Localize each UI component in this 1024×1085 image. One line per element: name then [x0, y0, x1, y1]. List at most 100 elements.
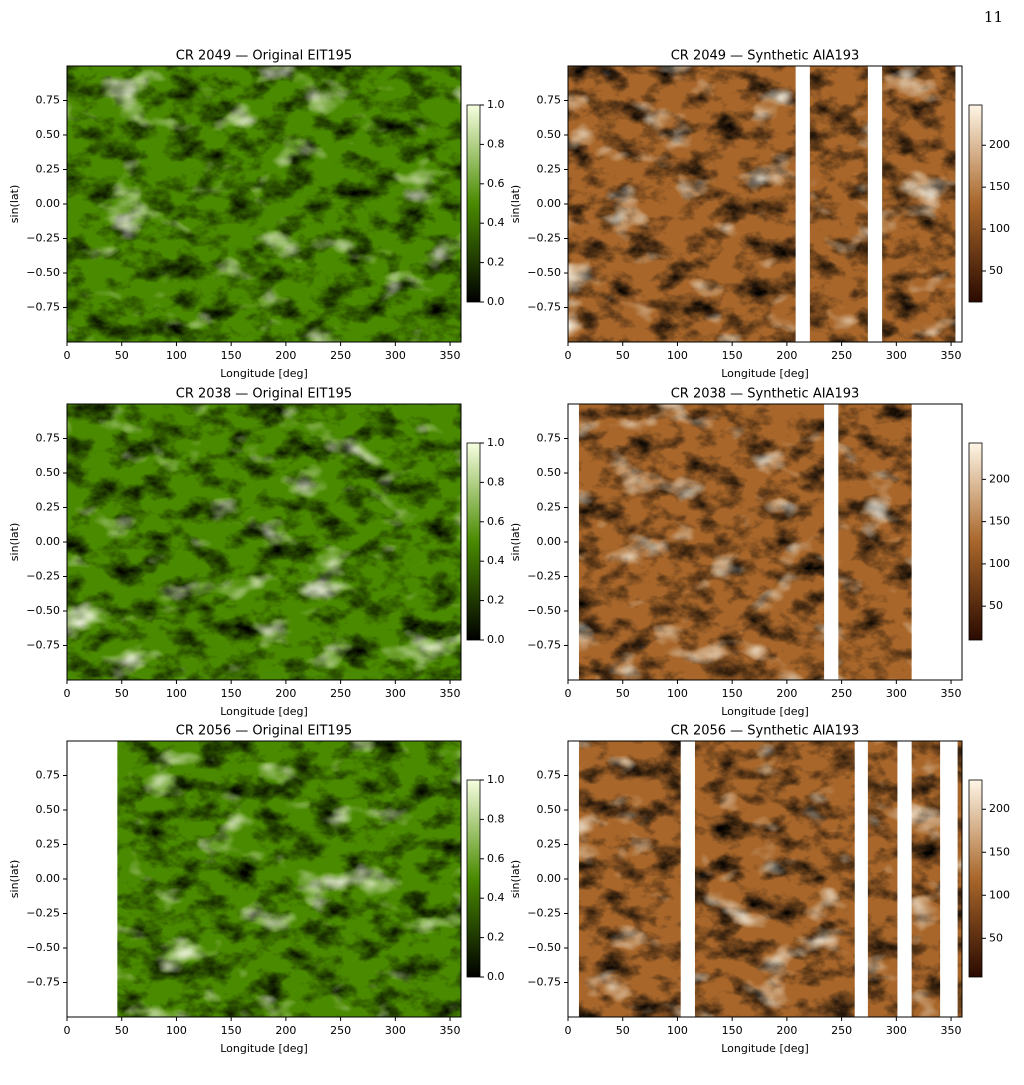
x-tick-label: 50: [616, 1024, 630, 1037]
x-axis-label: Longitude [deg]: [220, 367, 308, 380]
x-tick-label: 150: [722, 1024, 743, 1037]
data-gap: [911, 404, 962, 680]
x-tick-label: 50: [115, 349, 129, 362]
data-gap: [824, 404, 839, 680]
y-tick-label: 0.00: [36, 535, 61, 548]
heatmap-highlights: [568, 741, 962, 1017]
colorbar: [968, 779, 983, 978]
y-axis-label: sin(lat): [8, 860, 21, 898]
x-axis-label: Longitude [deg]: [721, 705, 809, 718]
y-tick-label: −0.25: [26, 232, 60, 245]
data-gap: [568, 741, 579, 1017]
x-tick-label: 300: [385, 349, 406, 362]
y-tick-label: 0.50: [36, 128, 61, 141]
x-tick-label: 350: [440, 349, 461, 362]
heatmap-highlights: [67, 404, 461, 680]
y-tick-label: −0.75: [26, 301, 60, 314]
x-tick-label: 100: [667, 349, 688, 362]
colorbar-tick-label: 0.0: [487, 295, 505, 308]
y-tick-label: −0.50: [26, 941, 60, 954]
colorbar-tick-label: 1.0: [487, 773, 505, 786]
heatmap-highlights: [67, 66, 461, 342]
y-tick-label: 0.50: [36, 803, 61, 816]
x-tick-label: 250: [330, 1024, 351, 1037]
x-tick-label: 0: [64, 1024, 71, 1037]
x-tick-label: 0: [64, 687, 71, 700]
y-tick-label: 0.75: [36, 94, 61, 107]
colorbar-tick-label: 0.8: [487, 475, 505, 488]
y-tick-label: 0.50: [537, 466, 562, 479]
subplot: CR 2056 — Synthetic AIA193 0 50 100 150 200 25…: [509, 724, 1010, 1056]
y-axis-label: sin(lat): [509, 860, 522, 898]
page-number: 11: [984, 8, 1003, 26]
x-tick-label: 100: [166, 687, 187, 700]
x-tick-label: 250: [831, 1024, 852, 1037]
colorbar-tick-label: 150: [989, 180, 1010, 193]
x-axis-label: Longitude [deg]: [721, 367, 809, 380]
x-tick-label: 150: [221, 1024, 242, 1037]
x-tick-label: 150: [722, 349, 743, 362]
x-tick-label: 100: [667, 687, 688, 700]
y-tick-label: −0.25: [26, 907, 60, 920]
colorbar-tick-label: 0.0: [487, 970, 505, 983]
data-gap: [940, 741, 958, 1017]
y-tick-label: −0.75: [527, 301, 561, 314]
x-tick-label: 300: [886, 687, 907, 700]
y-tick-label: −0.25: [26, 570, 60, 583]
x-tick-label: 0: [565, 687, 572, 700]
y-tick-label: −0.25: [527, 570, 561, 583]
y-axis-label: sin(lat): [509, 185, 522, 223]
y-tick-label: 0.00: [537, 535, 562, 548]
y-tick-label: −0.50: [26, 604, 60, 617]
y-axis-label: sin(lat): [8, 523, 21, 561]
y-tick-label: 0.25: [537, 838, 562, 851]
x-axis-label: Longitude [deg]: [220, 705, 308, 718]
y-tick-label: −0.25: [527, 232, 561, 245]
x-tick-label: 300: [886, 349, 907, 362]
y-tick-label: −0.50: [26, 266, 60, 279]
y-tick-label: 0.00: [537, 872, 562, 885]
colorbar-tick-label: 0.2: [487, 931, 505, 944]
colorbar-tick-label: 100: [989, 888, 1010, 901]
colorbar-tick-label: 50: [989, 599, 1003, 612]
y-tick-label: −0.25: [527, 907, 561, 920]
y-tick-label: −0.75: [26, 976, 60, 989]
y-tick-label: −0.75: [527, 639, 561, 652]
colorbar-tick-label: 0.4: [487, 891, 505, 904]
x-tick-label: 150: [221, 349, 242, 362]
x-tick-label: 300: [385, 1024, 406, 1037]
colorbar-tick-label: 0.4: [487, 216, 505, 229]
data-gap: [680, 741, 695, 1017]
y-tick-label: 0.00: [537, 197, 562, 210]
x-tick-label: 0: [64, 349, 71, 362]
x-tick-label: 50: [616, 687, 630, 700]
colorbar-tick-label: 0.2: [487, 594, 505, 607]
y-tick-label: −0.75: [527, 976, 561, 989]
x-tick-label: 350: [440, 1024, 461, 1037]
x-tick-label: 150: [221, 687, 242, 700]
colorbar-tick-label: 0.8: [487, 812, 505, 825]
y-tick-label: 0.75: [537, 94, 562, 107]
colorbar: [466, 779, 481, 978]
y-tick-label: −0.50: [527, 604, 561, 617]
y-tick-label: 0.00: [36, 197, 61, 210]
colorbar-tick-label: 200: [989, 472, 1010, 485]
x-tick-label: 350: [941, 349, 962, 362]
subplot: CR 2038 — Original EIT195 0 50 100 150 200 250…: [8, 387, 505, 719]
x-tick-label: 250: [831, 687, 852, 700]
colorbar-tick-label: 100: [989, 557, 1010, 570]
x-tick-label: 100: [667, 1024, 688, 1037]
colorbar-tick-label: 1.0: [487, 98, 505, 111]
y-tick-label: 0.25: [36, 501, 61, 514]
y-tick-label: 0.50: [537, 128, 562, 141]
colorbar: [466, 442, 481, 641]
subplot: CR 2049 — Synthetic AIA193 0 50 100 150 200 25…: [509, 49, 1010, 381]
x-tick-label: 350: [440, 687, 461, 700]
data-gap: [854, 741, 868, 1017]
y-tick-label: 0.25: [36, 838, 61, 851]
heatmap-highlights: [67, 741, 461, 1017]
x-tick-label: 200: [275, 1024, 296, 1037]
y-tick-label: 0.50: [537, 803, 562, 816]
chart-title: CR 2049 — Original EIT195: [176, 49, 352, 64]
